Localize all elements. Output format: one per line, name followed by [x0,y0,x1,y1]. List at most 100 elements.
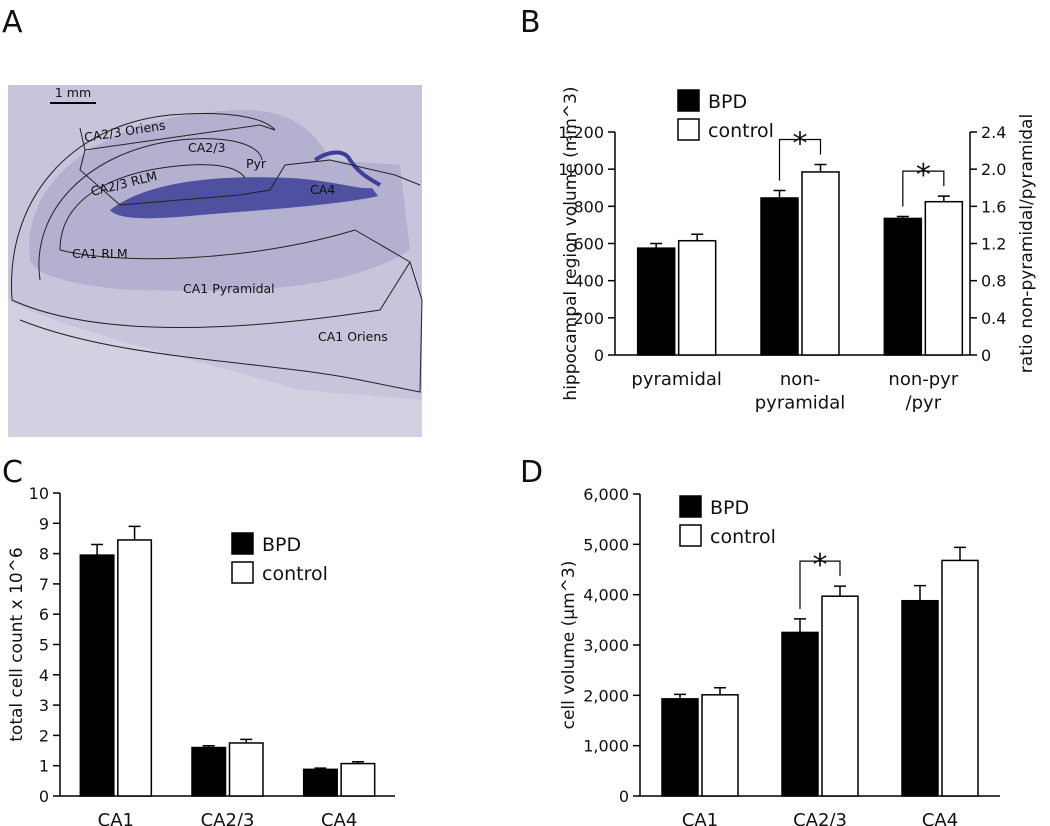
bar [117,539,153,797]
bar [901,599,939,797]
panel-label: C [2,455,23,490]
y-tick-label: 0 [619,787,629,806]
error-bar [691,233,704,241]
error-bar [202,744,215,748]
legend-label: BPD [708,91,747,113]
granule-layer [313,150,382,187]
significance-label: * [793,127,808,162]
y-tick-label: 0.8 [981,272,1006,291]
y-axis-label: hippocampal region volume (mm^3) [561,86,581,400]
error-bar [954,546,966,561]
significance-bracket [778,138,822,181]
bar [636,247,676,356]
bar [760,197,799,356]
y-tick-label: 1,000 [558,160,604,179]
y-tick-label: 3,000 [583,636,629,655]
x-tick-label: CA4 [321,810,357,826]
bar [883,217,923,356]
y-tick-label: 800 [573,197,604,216]
error-bar [814,163,827,172]
y-tick-label: 3 [39,696,49,715]
y-tick-label: 9 [39,514,49,533]
region-label: CA4 [310,182,335,197]
error-bar [650,242,663,249]
panel-label: B [520,5,541,40]
x-tick-label: CA4 [922,810,958,826]
y-tick-label: 0 [594,346,604,365]
legend-label: control [710,526,776,548]
y-tick-label: 1,200 [558,123,604,142]
y-tick-label: 0 [981,346,991,365]
y-tick-label: 1 [39,757,49,776]
y-tick-label: 4,000 [583,586,629,605]
y-axis-label: total cell count x 10^6 [7,547,27,741]
bar [924,200,964,356]
error-bar [714,687,726,695]
y-axis-label: cell volume (μm^3) [559,561,579,730]
significance-bracket [902,170,945,207]
region-label: CA1 RLM [72,246,128,261]
y-tick-label: 5,000 [583,535,629,554]
error-bar [351,761,364,764]
y-tick-label: 1.6 [981,197,1006,216]
error-bar [896,215,909,219]
bar [302,768,338,797]
legend-swatch [679,495,702,518]
bar [228,742,264,797]
region-outlines [10,113,423,393]
region-label: Pyr [246,156,267,171]
legend-swatch [677,118,700,141]
x-tick-label: CA2/3 [201,810,255,826]
y-tick-label: 2.4 [981,123,1006,142]
y-tick-label: 600 [573,235,604,254]
y-tick-label: 4 [39,666,49,685]
y-tick-label: 1.2 [981,235,1006,254]
region-label: CA1 Oriens [318,329,388,344]
y-tick-label: 200 [573,309,604,328]
scale-bar-label: 1 mm [55,85,91,100]
bar [941,559,979,797]
y-tick-label: 7 [39,575,49,594]
significance-bracket [799,560,841,609]
legend-swatch [231,532,254,555]
legend-label: control [262,563,328,585]
error-bar [674,693,686,699]
bar [821,595,859,797]
bar [340,762,376,797]
bar [781,631,819,797]
y-tick-label: 5 [39,636,49,655]
panel-label: A [2,5,23,40]
legend-swatch [679,524,702,547]
granule-layer [110,177,378,219]
significance-label: * [916,158,931,193]
x-tick-label: CA2/3 [793,810,847,826]
y-tick-label: 400 [573,272,604,291]
legend-label: BPD [710,497,749,519]
bar [191,746,227,797]
y-tick-label: 6,000 [583,485,629,504]
histology-image: 1 mm CA2/3 Oriens CA2/3 Pyr CA2/3 RLM CA… [8,85,423,437]
error-bar [937,195,950,202]
y-tick-label: 0 [39,787,49,806]
x-tick-label: CA1 [98,810,134,826]
y-tick-label: 1,000 [583,737,629,756]
panel-label: D [520,455,543,490]
error-bar [914,584,926,601]
x-tick-label: CA1 [682,810,718,826]
bar [801,171,840,356]
x-tick-label: non-pyr/pyr [888,369,958,413]
x-tick-label: pyramidal [631,369,722,390]
error-bar [314,767,327,770]
legend-swatch [677,89,700,112]
bar [701,694,739,797]
error-bar [773,189,786,198]
bar [677,239,717,356]
tissue-region [8,300,422,437]
y-tick-label: 10 [29,484,49,503]
y-tick-label: 0.4 [981,309,1006,328]
bar [661,698,699,797]
bar [79,554,115,797]
region-label: CA1 Pyramidal [183,281,275,296]
legend-swatch [231,561,254,584]
